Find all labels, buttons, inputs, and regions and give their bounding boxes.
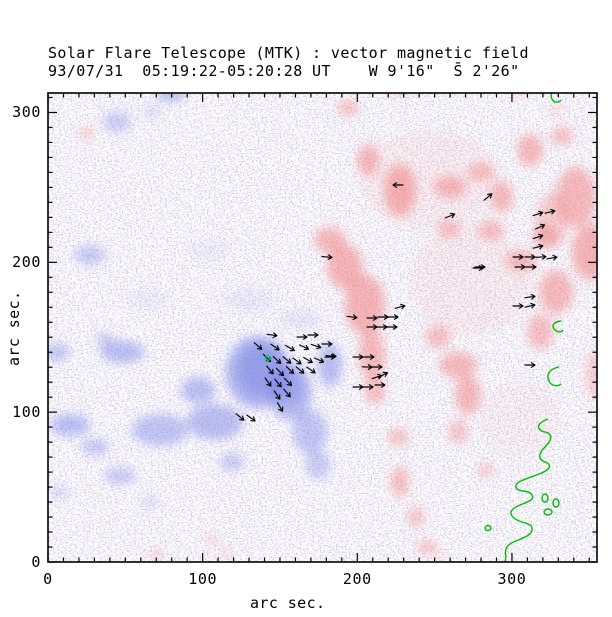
y-tick-label: 100 [12, 403, 41, 422]
x-axis-label: arc sec. [250, 594, 326, 612]
x-tick-label: 200 [342, 570, 372, 588]
x-tick-label: 300 [497, 570, 527, 588]
figure-subtitle: 93/07/31 05:19:22-05:20:28 UT W 9'16" S̄… [48, 62, 520, 80]
y-tick-label: 0 [31, 553, 41, 571]
y-tick-label: 300 [12, 103, 41, 122]
x-tick-label: 0 [43, 570, 53, 588]
y-tick-label: 200 [12, 253, 41, 272]
x-tick-label: 100 [188, 570, 218, 588]
figure-title: Solar Flare Telescope (MTK) : vector mag… [48, 44, 529, 62]
